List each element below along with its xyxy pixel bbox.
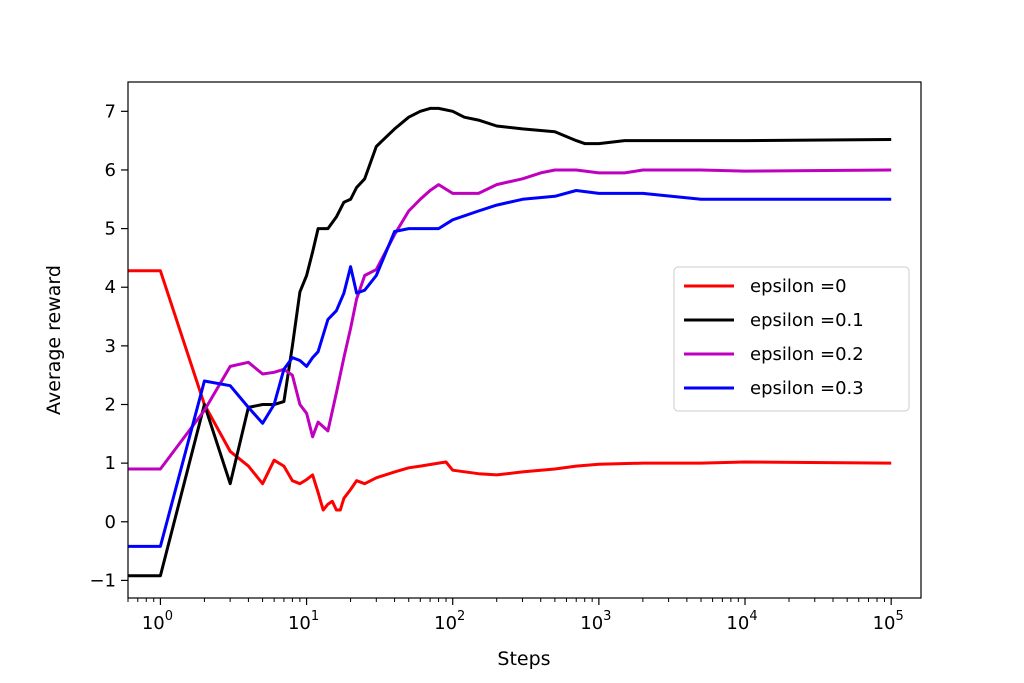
x-tick-base: 10: [142, 613, 165, 634]
x-tick-label: 104: [726, 609, 757, 634]
series-line-0: [128, 269, 892, 512]
x-tick-base: 10: [873, 613, 896, 634]
y-axis-ticks: 7 6 5 4 3 2 1 0 −1: [89, 101, 128, 591]
legend-label-0: epsilon =0: [750, 276, 847, 297]
legend-label-1: epsilon =0.1: [750, 310, 864, 331]
x-tick-exponent: 5: [895, 609, 903, 624]
legend-label-3: epsilon =0.3: [750, 378, 864, 399]
x-tick-label: 101: [288, 609, 319, 634]
x-tick-exponent: 2: [457, 609, 465, 624]
x-tick-base: 10: [434, 613, 457, 634]
legend-label-2: epsilon =0.2: [750, 344, 864, 365]
x-tick-base: 10: [726, 613, 749, 634]
x-tick-exponent: 1: [311, 609, 319, 624]
x-axis-label: Steps: [497, 648, 550, 670]
plot-frame: [127, 81, 922, 599]
x-tick-label: 100: [142, 609, 173, 634]
y-tick-label: 4: [105, 277, 116, 298]
x-tick-base: 10: [580, 613, 603, 634]
x-tick-exponent: 4: [749, 609, 757, 624]
x-tick-exponent: 3: [603, 609, 611, 624]
y-tick-label: 0: [105, 512, 116, 533]
x-tick-label: 102: [434, 609, 465, 634]
x-tick-label: 105: [873, 609, 904, 634]
y-tick-label: −1: [89, 570, 116, 591]
y-tick-label: 1: [105, 453, 116, 474]
legend: epsilon =0 epsilon =0.1 epsilon =0.2 epsilo…: [673, 266, 910, 412]
series-line-1: [128, 106, 892, 578]
y-axis-label: Average reward: [43, 265, 65, 415]
series-layer: [128, 106, 892, 578]
x-tick-exponent: 0: [165, 609, 173, 624]
y-tick-label: 7: [105, 101, 116, 122]
y-tick-label: 5: [105, 219, 116, 240]
x-axis-ticks: 100 101 102 103 104 105: [127, 598, 904, 634]
x-tick-base: 10: [288, 613, 311, 634]
series-line-3: [128, 189, 892, 548]
y-tick-label: 2: [105, 395, 116, 416]
legend-box: [673, 266, 910, 412]
series-line-2: [128, 168, 892, 471]
y-tick-label: 6: [105, 160, 116, 181]
y-tick-label: 3: [105, 336, 116, 357]
x-tick-label: 103: [580, 609, 611, 634]
